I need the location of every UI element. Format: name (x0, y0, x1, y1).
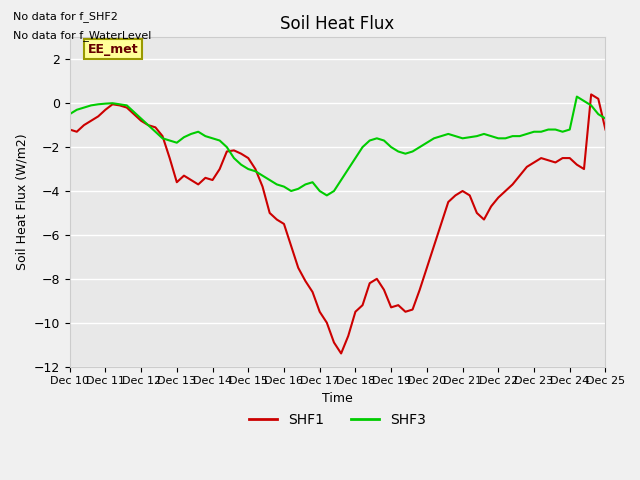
SHF1 (351, 309, 359, 314)
SHF1 (337, 350, 345, 356)
SHF3 (66, 111, 74, 117)
SHF1 (430, 243, 438, 249)
Line: SHF1: SHF1 (70, 95, 605, 353)
Y-axis label: Soil Heat Flux (W/m2): Soil Heat Flux (W/m2) (15, 133, 28, 270)
SHF3 (116, 101, 124, 107)
SHF1 (588, 92, 595, 97)
SHF3 (602, 116, 609, 121)
SHF1 (602, 127, 609, 132)
X-axis label: Time: Time (322, 392, 353, 405)
Text: EE_met: EE_met (88, 43, 138, 56)
SHF1 (502, 188, 509, 194)
SHF3 (502, 135, 509, 141)
SHF3 (573, 94, 580, 99)
SHF3 (416, 144, 424, 150)
Text: No data for f_WaterLevel: No data for f_WaterLevel (13, 30, 151, 41)
SHF3 (323, 192, 331, 198)
SHF3 (351, 155, 359, 161)
Title: Soil Heat Flux: Soil Heat Flux (280, 15, 395, 33)
SHF3 (430, 135, 438, 141)
Text: No data for f_SHF2: No data for f_SHF2 (13, 11, 118, 22)
Line: SHF3: SHF3 (70, 96, 605, 195)
SHF1 (66, 127, 74, 132)
Legend: SHF1, SHF3: SHF1, SHF3 (243, 407, 432, 432)
SHF1 (116, 103, 124, 108)
SHF3 (252, 168, 259, 174)
SHF1 (416, 287, 424, 293)
SHF1 (252, 166, 259, 172)
